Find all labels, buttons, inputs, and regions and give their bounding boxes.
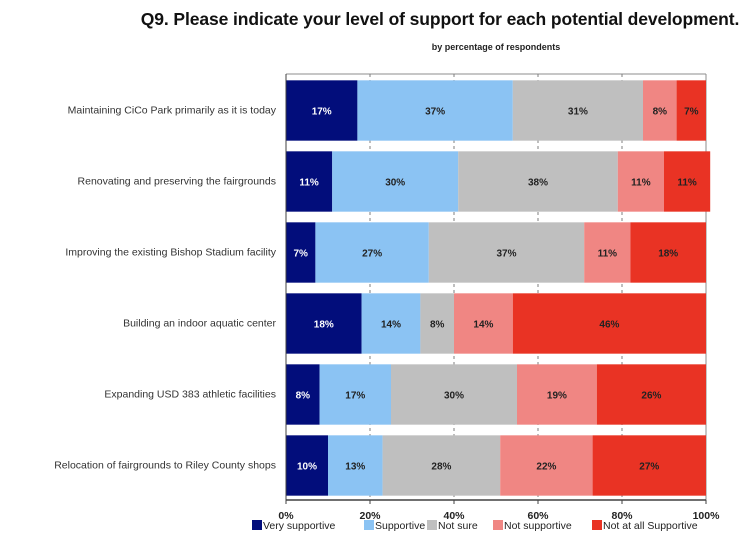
data-label: 18%	[658, 249, 678, 260]
data-label: 31%	[568, 107, 588, 118]
category-label: Renovating and preserving the fairground…	[78, 176, 276, 188]
bar-segment	[315, 222, 429, 283]
data-label: 11%	[677, 178, 697, 189]
data-label: 8%	[296, 391, 311, 402]
legend-label: Not sure	[438, 520, 478, 532]
data-label: 26%	[641, 391, 661, 402]
data-label: 38%	[528, 178, 548, 189]
bar-segment	[643, 80, 677, 141]
bar-segment	[286, 364, 320, 425]
bar-segment	[517, 364, 597, 425]
category-label: Building an indoor aquatic center	[123, 318, 276, 330]
chart-subtitle: by percentage of respondents	[431, 42, 561, 52]
legend-label: Not supportive	[504, 520, 572, 532]
bar-segment	[617, 151, 664, 212]
x-tick-label: 20%	[359, 510, 381, 522]
bar-segment	[512, 80, 643, 141]
bar-segment	[361, 293, 421, 354]
data-label: 7%	[684, 107, 699, 118]
data-label: 17%	[345, 391, 365, 402]
legend-swatch	[493, 520, 503, 530]
bar-segment	[328, 435, 383, 496]
legend-swatch	[427, 520, 437, 530]
legend-swatch	[364, 520, 374, 530]
category-label: Expanding USD 383 athletic facilities	[104, 389, 276, 401]
data-label: 10%	[297, 462, 317, 473]
data-label: 46%	[599, 320, 619, 331]
bar-segment	[584, 222, 631, 283]
legend-swatch	[252, 520, 262, 530]
x-axis: 0% 20% 40% 60% 80% 100%	[278, 74, 720, 522]
x-tick-label: 80%	[611, 510, 633, 522]
data-label: 11%	[631, 178, 651, 189]
data-label: 11%	[299, 178, 319, 189]
bar-segment	[420, 293, 454, 354]
x-tick-label: 40%	[443, 510, 465, 522]
legend-swatch	[592, 520, 602, 530]
bar-segment	[500, 435, 593, 496]
bar-segment	[512, 293, 706, 354]
legend: Very supportive Supportive Not sure Not sup…	[252, 520, 698, 532]
bar-segment	[286, 80, 358, 141]
legend-label: Very supportive	[263, 520, 336, 532]
data-label: 30%	[444, 391, 464, 402]
data-label: 14%	[381, 320, 401, 331]
category-labels: Maintaining CiCo Park primarily as it is…	[54, 105, 277, 472]
data-label: 8%	[653, 107, 668, 118]
legend-label: Supportive	[375, 520, 425, 532]
x-tick-label: 0%	[278, 510, 294, 522]
data-label: 18%	[314, 320, 334, 331]
data-label: 27%	[362, 249, 382, 260]
bar-segment	[286, 293, 362, 354]
category-label: Relocation of fairgrounds to Riley Count…	[54, 460, 276, 472]
data-label: 30%	[385, 178, 405, 189]
category-label: Maintaining CiCo Park primarily as it is…	[68, 105, 277, 117]
category-label: Improving the existing Bishop Stadium fa…	[65, 247, 276, 259]
bar-segment	[454, 293, 513, 354]
data-label: 22%	[536, 462, 556, 473]
data-label: 37%	[425, 107, 445, 118]
bar-segment	[664, 151, 711, 212]
data-label: 13%	[345, 462, 365, 473]
x-tick-label: 60%	[527, 510, 549, 522]
bar-segment	[319, 364, 391, 425]
bar-segment	[332, 151, 459, 212]
data-label: 14%	[473, 320, 493, 331]
data-label: 19%	[547, 391, 567, 402]
data-label: 17%	[312, 107, 332, 118]
bar-segment	[458, 151, 618, 212]
bar-segment	[676, 80, 706, 141]
bar-segment	[391, 364, 517, 425]
x-tick-label: 100%	[693, 510, 721, 522]
bars: 17% 37% 31% 8% 7% 11% 30% 38% 11% 11% 7% 27% 37% 11% 1…	[286, 80, 711, 496]
data-label: 11%	[598, 249, 618, 260]
bar-segment	[382, 435, 501, 496]
bar-segment	[592, 435, 706, 496]
bar-segment	[428, 222, 585, 283]
bar-segment	[286, 151, 333, 212]
data-label: 28%	[431, 462, 451, 473]
data-label: 7%	[293, 249, 308, 260]
gridlines	[286, 73, 707, 500]
data-label: 27%	[639, 462, 659, 473]
chart-title: Q9. Please indicate your level of suppor…	[140, 9, 740, 29]
bar-segment	[286, 435, 328, 496]
bar-segment	[286, 222, 316, 283]
legend-label: Not at all Supportive	[603, 520, 698, 532]
bar-segment	[357, 80, 513, 141]
data-label: 37%	[496, 249, 516, 260]
bar-segment	[630, 222, 706, 283]
bar-segment	[596, 364, 706, 425]
data-label: 8%	[430, 320, 445, 331]
